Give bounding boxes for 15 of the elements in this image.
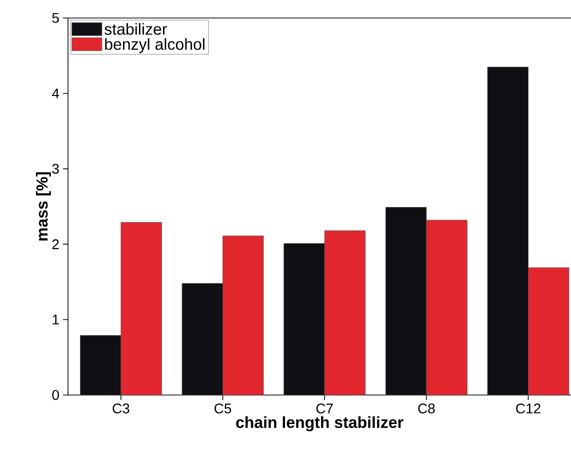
x-axis-title: chain length stabilizer [236, 416, 404, 432]
legend-label: benzyl alcohol [105, 38, 204, 54]
x-tick-label: C12 [516, 404, 540, 414]
y-tick-label: 5 [52, 13, 59, 23]
x-tick-label: C7 [316, 404, 333, 414]
x-tick-label: C5 [214, 404, 232, 414]
y-tick-label: 1 [52, 314, 59, 324]
y-tick-label: 2 [52, 239, 59, 250]
x-tick-label: C8 [418, 404, 435, 414]
x-tick-label: C3 [112, 404, 130, 414]
y-tick-label: 3 [52, 164, 59, 174]
legend-label: stabilizer [104, 23, 167, 35]
y-tick-label: 4 [52, 88, 60, 98]
y-axis-title: mass [%] [36, 172, 51, 241]
y-tick-label: 0 [52, 390, 59, 400]
